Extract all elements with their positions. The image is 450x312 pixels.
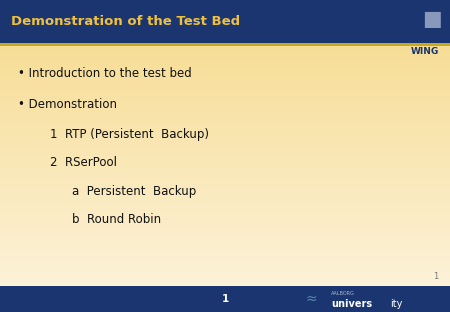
Bar bbox=[0, 257, 450, 261]
Text: ity: ity bbox=[391, 299, 403, 309]
Bar bbox=[0, 148, 450, 152]
Bar bbox=[0, 289, 450, 293]
Bar bbox=[0, 199, 450, 203]
Bar bbox=[0, 273, 450, 277]
Bar bbox=[0, 164, 450, 168]
Bar bbox=[0, 238, 450, 242]
Bar bbox=[0, 31, 450, 35]
Bar bbox=[0, 156, 450, 160]
Text: 1  RTP (Persistent  Backup): 1 RTP (Persistent Backup) bbox=[50, 128, 208, 141]
Text: ■: ■ bbox=[422, 9, 442, 29]
Bar bbox=[0, 101, 450, 105]
Bar bbox=[0, 246, 450, 250]
Text: univers: univers bbox=[331, 299, 372, 309]
Bar bbox=[0, 265, 450, 269]
Bar bbox=[0, 8, 450, 12]
Text: AALBORG: AALBORG bbox=[331, 291, 355, 296]
Bar bbox=[0, 47, 450, 51]
Bar bbox=[0, 211, 450, 215]
Bar bbox=[0, 277, 450, 281]
Text: b  Round Robin: b Round Robin bbox=[72, 213, 161, 227]
Bar bbox=[0, 144, 450, 148]
Bar bbox=[0, 203, 450, 207]
Bar bbox=[0, 175, 450, 179]
Bar bbox=[0, 286, 450, 312]
Bar bbox=[0, 261, 450, 265]
Bar bbox=[0, 0, 450, 4]
Bar bbox=[0, 90, 450, 94]
Bar bbox=[0, 226, 450, 230]
Bar bbox=[0, 94, 450, 97]
Bar bbox=[0, 250, 450, 253]
Bar bbox=[0, 207, 450, 211]
Bar bbox=[0, 82, 450, 86]
Bar bbox=[0, 281, 450, 285]
Bar bbox=[0, 296, 450, 300]
Bar bbox=[0, 285, 450, 289]
Text: • Demonstration: • Demonstration bbox=[18, 98, 117, 111]
Bar bbox=[0, 23, 450, 27]
Bar bbox=[0, 117, 450, 121]
Bar bbox=[0, 19, 450, 23]
Bar bbox=[0, 59, 450, 62]
Bar bbox=[0, 179, 450, 183]
Bar bbox=[0, 62, 450, 66]
Bar bbox=[0, 74, 450, 78]
Bar bbox=[0, 51, 450, 55]
Bar bbox=[0, 187, 450, 191]
Bar bbox=[0, 160, 450, 164]
Bar bbox=[0, 43, 450, 47]
Bar bbox=[0, 86, 450, 90]
Bar bbox=[0, 308, 450, 312]
Bar bbox=[0, 35, 450, 39]
Bar bbox=[0, 43, 450, 46]
Bar bbox=[0, 121, 450, 125]
Bar bbox=[0, 293, 450, 296]
Bar bbox=[0, 113, 450, 117]
Bar bbox=[0, 140, 450, 144]
Bar bbox=[0, 66, 450, 70]
Text: • Introduction to the test bed: • Introduction to the test bed bbox=[18, 67, 192, 80]
Bar bbox=[0, 230, 450, 234]
Text: WING: WING bbox=[410, 47, 439, 56]
Text: ≈: ≈ bbox=[306, 292, 318, 306]
Bar bbox=[0, 78, 450, 82]
Bar bbox=[0, 152, 450, 156]
Bar bbox=[0, 300, 450, 304]
Bar bbox=[0, 269, 450, 273]
Bar bbox=[0, 183, 450, 187]
Bar bbox=[0, 109, 450, 113]
Bar bbox=[0, 12, 450, 16]
Bar bbox=[0, 218, 450, 222]
Bar bbox=[0, 97, 450, 101]
Text: 1: 1 bbox=[433, 272, 439, 281]
Bar bbox=[0, 39, 450, 43]
Bar bbox=[0, 137, 450, 140]
Bar bbox=[0, 129, 450, 133]
Bar bbox=[0, 215, 450, 218]
Bar bbox=[0, 304, 450, 308]
Bar bbox=[0, 195, 450, 199]
Bar bbox=[0, 191, 450, 195]
Bar bbox=[0, 168, 450, 172]
Bar bbox=[0, 222, 450, 226]
Text: Demonstration of the Test Bed: Demonstration of the Test Bed bbox=[11, 15, 240, 28]
Bar bbox=[0, 125, 450, 129]
Bar bbox=[0, 242, 450, 246]
Bar bbox=[0, 234, 450, 238]
Bar bbox=[0, 133, 450, 137]
Bar bbox=[0, 253, 450, 257]
Text: 2  RSerPool: 2 RSerPool bbox=[50, 156, 117, 169]
Bar bbox=[0, 70, 450, 74]
Text: 1: 1 bbox=[221, 294, 229, 304]
Bar bbox=[0, 105, 450, 109]
Bar bbox=[0, 0, 450, 43]
Bar bbox=[0, 16, 450, 19]
Bar bbox=[0, 4, 450, 8]
Bar bbox=[0, 172, 450, 175]
Text: a  Persistent  Backup: a Persistent Backup bbox=[72, 185, 196, 198]
Bar bbox=[0, 55, 450, 59]
Bar bbox=[0, 27, 450, 31]
